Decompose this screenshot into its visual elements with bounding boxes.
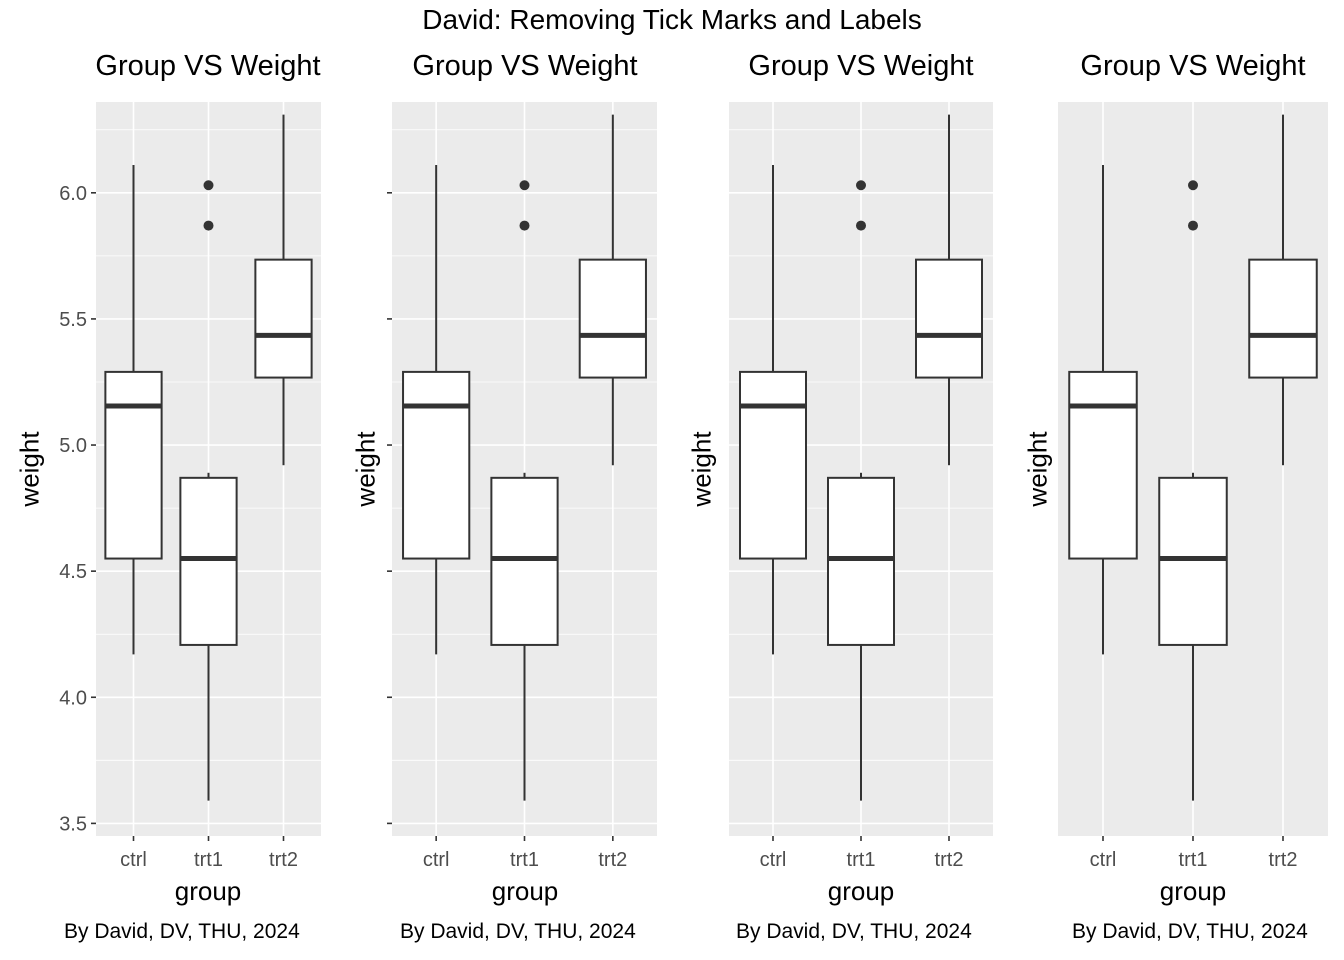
outlier-point [519,220,530,231]
y-axis-label: weight [1022,431,1053,507]
panel-title: Group VS Weight [95,50,321,82]
caption: By David, DV, THU, 2024 [736,920,972,943]
outlier-point [1188,220,1198,231]
x-tick-label: trt2 [935,849,964,871]
y-tick-label: 3.5 [59,813,87,835]
box-body [179,476,238,646]
outlier-point [1188,180,1198,191]
x-tick-label: ctrl [120,849,147,871]
box-ctrl [739,165,807,655]
box-body [490,476,559,646]
y-tick-label: 6.0 [59,183,87,205]
y-axis-label: weight [350,431,381,507]
x-tick-label: trt1 [510,849,539,871]
panel-title: Group VS Weight [412,50,638,82]
outlier-point [856,180,866,191]
box-trt1 [827,180,895,801]
plot-area: ctrl trt1 trt2 [387,102,657,871]
outlier-point [203,180,214,191]
x-axis-label: group [491,876,559,906]
box-body [1158,476,1228,646]
box-body [739,370,807,560]
box-trt2 [254,114,313,466]
x-axis-label: group [1159,876,1227,906]
x-axis-label: group [174,876,242,906]
y-axis-label: weight [686,431,717,507]
box-trt2 [578,114,647,466]
chart-panel-1: Group VS Weight 3.5 4.0 4.5 5.0 5.5 6.0 ctrl tr… [0,44,336,960]
panel-title: Group VS Weight [748,50,974,82]
y-tick-label: 5.0 [59,435,87,457]
box-body [1248,258,1318,379]
caption: By David, DV, THU, 2024 [400,920,636,943]
chart-panel-2: Group VS Weight ctrl trt1 trt2 weight grou… [336,44,672,960]
box-trt1 [179,180,238,801]
x-tick-label: ctrl [1090,849,1117,871]
y-axis-label: weight [14,431,45,507]
caption: By David, DV, THU, 2024 [64,920,300,943]
panel-title: Group VS Weight [1080,50,1306,82]
box-body [254,258,313,379]
x-tick-label: trt1 [1179,849,1208,871]
box-body [402,370,471,560]
x-tick-label: ctrl [423,849,450,871]
x-axis-label: group [827,876,895,906]
caption: By David, DV, THU, 2024 [1072,920,1308,943]
x-tick-label: ctrl [760,849,787,871]
x-tick-label: trt2 [1269,849,1298,871]
y-tick-label: 4.0 [59,687,87,709]
plot-area: ctrl trt1 trt2 [729,102,993,871]
box-body [104,370,163,560]
box-trt1 [490,180,559,801]
outlier-point [856,220,866,231]
plot-area: ctrl trt1 trt2 [1058,102,1328,871]
x-tick-label: trt1 [847,849,876,871]
box-ctrl [1068,165,1138,655]
outlier-point [519,180,530,191]
x-tick-label: trt1 [194,849,223,871]
box-body [827,476,895,646]
chart-panel-4: Group VS Weight ctrl trt1 trt2 weight grou… [1008,44,1344,960]
box-ctrl [402,165,471,655]
outlier-point [203,220,214,231]
box-trt2 [1248,114,1318,466]
main-title: David: Removing Tick Marks and Labels [422,4,922,35]
plot-area: 3.5 4.0 4.5 5.0 5.5 6.0 ctrl trt1 trt2 [59,102,321,871]
y-tick-label: 4.5 [59,561,87,583]
box-trt2 [915,114,983,466]
y-tick-label: 5.5 [59,309,87,331]
x-tick-label: trt2 [598,849,627,871]
x-tick-label: trt2 [269,849,298,871]
box-body [915,258,983,379]
box-body [1068,370,1138,560]
chart-panel-3: Group VS Weight ctrl trt1 trt2 weight grou… [672,44,1008,960]
box-body [578,258,647,379]
box-trt1 [1158,180,1228,801]
box-ctrl [104,165,163,655]
